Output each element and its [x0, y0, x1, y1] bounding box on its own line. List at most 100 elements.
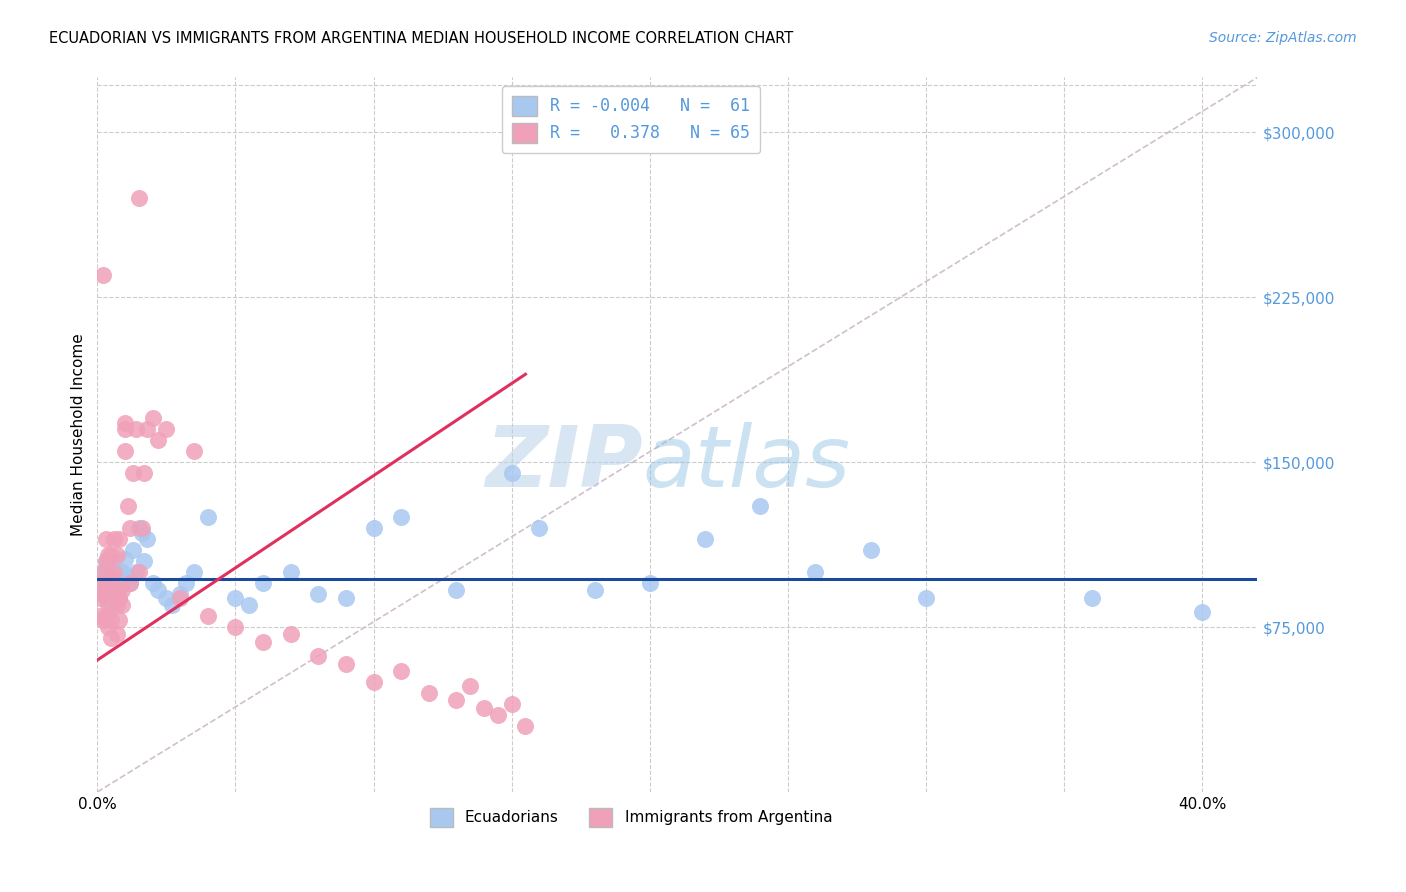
Point — [446, 582, 468, 597]
Point — [97, 572, 120, 586]
Point — [91, 614, 114, 628]
Point — [183, 444, 205, 458]
Point — [1191, 605, 1213, 619]
Point — [128, 191, 150, 205]
Point — [114, 422, 136, 436]
Point — [136, 422, 159, 436]
Point — [142, 411, 165, 425]
Point — [136, 532, 159, 546]
Point — [111, 598, 134, 612]
Point — [389, 510, 412, 524]
Point — [94, 569, 117, 583]
Point — [638, 576, 661, 591]
Point — [103, 532, 125, 546]
Point — [174, 576, 197, 591]
Point — [91, 565, 114, 579]
Point — [501, 466, 523, 480]
Point — [103, 587, 125, 601]
Point — [89, 576, 111, 591]
Point — [583, 582, 606, 597]
Point — [134, 554, 156, 568]
Point — [108, 532, 131, 546]
Point — [103, 591, 125, 606]
Point — [103, 565, 125, 579]
Point — [114, 444, 136, 458]
Point — [446, 692, 468, 706]
Point — [389, 664, 412, 678]
Point — [125, 422, 148, 436]
Point — [160, 598, 183, 612]
Point — [114, 552, 136, 566]
Point — [94, 576, 117, 591]
Point — [114, 416, 136, 430]
Point — [91, 587, 114, 601]
Point — [103, 572, 125, 586]
Point — [693, 532, 716, 546]
Text: atlas: atlas — [643, 422, 851, 505]
Point — [108, 614, 131, 628]
Point — [155, 591, 177, 606]
Point — [105, 574, 128, 588]
Point — [749, 499, 772, 513]
Point — [224, 620, 246, 634]
Y-axis label: Median Household Income: Median Household Income — [72, 334, 86, 536]
Point — [335, 657, 357, 672]
Point — [529, 521, 551, 535]
Point — [89, 591, 111, 606]
Point — [122, 543, 145, 558]
Point — [94, 582, 117, 597]
Point — [100, 587, 122, 601]
Point — [307, 587, 329, 601]
Point — [108, 581, 131, 595]
Point — [363, 675, 385, 690]
Text: ZIP: ZIP — [485, 422, 643, 505]
Point — [335, 591, 357, 606]
Point — [128, 521, 150, 535]
Point — [238, 598, 260, 612]
Point — [128, 565, 150, 579]
Point — [97, 591, 120, 606]
Point — [859, 543, 882, 558]
Point — [111, 576, 134, 591]
Point — [1080, 591, 1102, 606]
Point — [280, 626, 302, 640]
Point — [363, 521, 385, 535]
Point — [307, 648, 329, 663]
Point — [122, 466, 145, 480]
Point — [91, 268, 114, 283]
Point — [94, 554, 117, 568]
Point — [804, 565, 827, 579]
Point — [94, 532, 117, 546]
Point — [114, 567, 136, 582]
Point — [105, 582, 128, 597]
Point — [100, 569, 122, 583]
Point — [105, 598, 128, 612]
Point — [111, 582, 134, 597]
Point — [515, 719, 537, 733]
Legend: Ecuadorians, Immigrants from Argentina: Ecuadorians, Immigrants from Argentina — [422, 800, 839, 834]
Point — [91, 587, 114, 601]
Point — [105, 565, 128, 579]
Point — [117, 572, 139, 586]
Point — [100, 631, 122, 645]
Point — [134, 466, 156, 480]
Point — [108, 591, 131, 606]
Point — [91, 565, 114, 579]
Point — [100, 587, 122, 601]
Point — [418, 686, 440, 700]
Point — [108, 591, 131, 606]
Point — [252, 635, 274, 649]
Point — [105, 548, 128, 562]
Point — [89, 576, 111, 591]
Point — [472, 701, 495, 715]
Point — [252, 576, 274, 591]
Point — [94, 554, 117, 568]
Point — [125, 565, 148, 579]
Point — [169, 587, 191, 601]
Point — [117, 499, 139, 513]
Point — [100, 548, 122, 562]
Point — [169, 591, 191, 606]
Point — [224, 591, 246, 606]
Point — [103, 554, 125, 568]
Point — [155, 422, 177, 436]
